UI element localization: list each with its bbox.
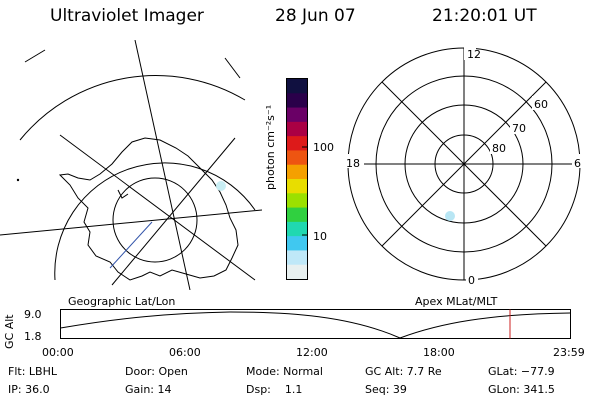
meridian-2	[0, 209, 262, 236]
xtick-1800: 18:00	[423, 346, 455, 359]
mlt-label-12: 12	[467, 48, 481, 61]
status-gc-alt: GC Alt: 7.7 Re	[365, 365, 442, 378]
colorbar-segment	[287, 250, 307, 266]
aurora-spot-polar	[445, 211, 455, 221]
colorbar-segment	[287, 193, 307, 209]
colorbar-label: photon cm⁻²s⁻¹	[264, 104, 277, 190]
lat-circle-inner	[112, 177, 198, 263]
polar-diagonal-2	[381, 81, 547, 247]
mlt-label-18: 18	[346, 157, 360, 170]
lat-label-60: 60	[534, 98, 548, 111]
xtick-0600: 06:00	[169, 346, 201, 359]
meridian-6	[224, 57, 241, 79]
colorbar-tick-10: 10	[313, 230, 327, 243]
colorbar-segment	[287, 93, 307, 109]
xtick-1200: 12:00	[296, 346, 328, 359]
status-gain: Gain: 14	[125, 383, 172, 396]
colorbar-segment	[287, 264, 307, 280]
colorbar-segment	[287, 164, 307, 180]
timeline-ytick-high: 9.0	[24, 308, 42, 321]
status-dsp: Dsp: 1.1	[246, 383, 303, 396]
date-label: 28 Jun 07	[275, 6, 356, 26]
status-mode: Mode: Normal	[246, 365, 323, 378]
status-filter: Flt: LBHL	[8, 365, 57, 378]
altitude-curve	[60, 311, 571, 339]
instrument-title: Ultraviolet Imager	[50, 6, 204, 26]
colorbar-segment	[287, 221, 307, 237]
geographic-map	[0, 40, 262, 290]
meridian-3	[59, 134, 256, 281]
status-seq: Seq: 39	[365, 383, 407, 396]
timeline-frame	[60, 309, 571, 339]
antarctica-coastline	[58, 137, 239, 281]
colorbar-segment	[287, 79, 307, 94]
lat-circle-outer	[19, 75, 246, 141]
island-dot	[16, 178, 20, 182]
colorbar-segment	[287, 136, 307, 151]
colorbar-segment	[287, 236, 307, 251]
xtick-2359: 23:59	[553, 346, 585, 359]
timeline-ylabel: GC Alt	[3, 314, 16, 349]
lat-label-70: 70	[512, 122, 526, 135]
colorbar-segment	[287, 179, 307, 194]
colorbar-tick-100: 100	[313, 141, 334, 154]
orbit-altitude-plot	[60, 309, 571, 339]
colorbar-segment	[287, 107, 307, 123]
colorbar-segment	[287, 150, 307, 166]
colorbar-frame	[286, 78, 308, 280]
status-ip: IP: 36.0	[8, 383, 50, 396]
map-graticule	[0, 40, 262, 290]
timeline-right-label: Apex MLat/MLT	[415, 295, 498, 308]
timeline-left-label: Geographic Lat/Lon	[68, 295, 176, 308]
meridian-4	[111, 137, 236, 286]
timeline-ytick-low: 1.8	[24, 330, 42, 343]
status-glat: GLat: −77.9	[488, 365, 555, 378]
colorbar-segment	[287, 207, 307, 223]
lat-circle-mid	[54, 162, 256, 281]
time-label: 21:20:01 UT	[432, 6, 537, 26]
mlt-label-0: 0	[468, 274, 475, 286]
status-glon: GLon: 341.5	[488, 383, 555, 396]
meridian-1	[134, 40, 191, 290]
ice-shelf-line	[117, 189, 129, 199]
terminator-line	[109, 221, 153, 269]
colorbar	[286, 78, 308, 280]
lat-label-80: 80	[492, 142, 506, 155]
meridian-5	[24, 49, 46, 63]
colorbar-segment	[287, 121, 307, 137]
xtick-0000: 00:00	[42, 346, 74, 359]
aurora-spot-geo	[216, 181, 226, 191]
mlt-label-6: 6	[574, 157, 581, 170]
polar-plot: 12 18 6 0 60 70 80	[344, 46, 584, 286]
status-door: Door: Open	[125, 365, 188, 378]
